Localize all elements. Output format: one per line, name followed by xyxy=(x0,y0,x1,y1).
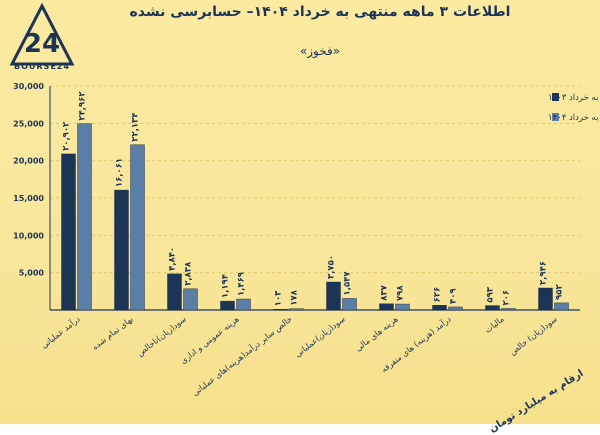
data-label: ۱,۵۴۷ xyxy=(343,271,353,296)
bar-1404 xyxy=(554,302,569,311)
data-label: ۹۵۲ xyxy=(555,284,565,300)
data-label: ۴۰۹ xyxy=(449,288,459,304)
data-label: ۱۶,۰۶۱ xyxy=(115,158,125,187)
legend-label: عملکرد منتهی به خرداد ۱۴۰۴ xyxy=(548,113,600,123)
data-label: ۲۲,۱۳۴ xyxy=(131,113,141,142)
category-label: سود(زیان)عملیاتی xyxy=(293,314,347,359)
bar-1404 xyxy=(130,144,145,311)
legend-label: عملکرد منتهی به خرداد ۱۴۰۳ xyxy=(548,93,600,103)
data-label: ۷۹۸ xyxy=(396,285,406,301)
category-label: سود(زیان) خالص xyxy=(508,314,559,356)
category-label: درآمد عملیاتی xyxy=(39,313,82,350)
data-label: ۲,۹۴۶ xyxy=(539,261,549,285)
bar-chart: 5,000 10,000 15,000 20,000 25,000 30,000 ۲۰,۹۰… xyxy=(13,82,600,398)
data-label: ۸۳۷ xyxy=(380,284,390,300)
chart-title: اطلاعات ۳ ماهه منتهی به خرداد ۱۴۰۴– حساب… xyxy=(129,4,511,20)
category-label: بهای تمام شده xyxy=(91,314,135,351)
data-label: ۳,۷۵۰ xyxy=(327,255,337,279)
chart-subtitle: «فخوز» xyxy=(299,44,341,58)
bar-1404 xyxy=(395,303,410,311)
bar-1403 xyxy=(61,153,76,311)
bar-1404 xyxy=(289,308,304,311)
bar-1404 xyxy=(236,298,251,311)
category-label: مالیات xyxy=(483,314,506,334)
data-label: ۱,۴۶۹ xyxy=(237,271,247,296)
data-label: ۶۲۶ xyxy=(433,287,443,303)
logo-text: BOURSE24 xyxy=(14,62,70,71)
y-tick-label: 30,000 xyxy=(13,82,44,91)
bar-1403 xyxy=(220,300,235,311)
bar-1403 xyxy=(432,305,447,311)
bar-1404 xyxy=(77,123,92,311)
bar-1403 xyxy=(167,273,182,311)
bar-1404 xyxy=(501,308,516,311)
data-label: ۱,۱۹۴ xyxy=(221,274,231,298)
data-label: ۲۴,۹۶۲ xyxy=(78,91,88,121)
data-label: ۱۰۳ xyxy=(274,290,284,306)
logo-number: 24 xyxy=(24,29,60,59)
data-label: ۲۰۶ xyxy=(502,290,512,306)
y-tick-label: 25,000 xyxy=(13,119,44,128)
bar-1404 xyxy=(448,306,463,311)
data-label: ۵۹۳ xyxy=(486,286,496,302)
legend-swatch xyxy=(552,113,559,121)
category-label: هزینه های مالی xyxy=(354,314,400,353)
bar-1404 xyxy=(183,288,198,311)
category-label: سود(زیان)ناخالص xyxy=(135,314,188,358)
y-tick-label: 10,000 xyxy=(13,231,44,240)
bar-1403 xyxy=(379,303,394,311)
bourse24-logo: 24 xyxy=(9,2,75,66)
bar-1403 xyxy=(273,309,288,311)
bar-1403 xyxy=(538,287,553,311)
data-label: ۲۰,۹۰۲ xyxy=(62,121,72,151)
y-tick-label: 20,000 xyxy=(13,157,44,166)
y-tick-label: 15,000 xyxy=(13,194,44,203)
bar-1403 xyxy=(485,305,500,311)
y-tick-label: 5,000 xyxy=(19,269,45,278)
data-label: ۴,۸۴۰ xyxy=(168,247,178,271)
bar-1404 xyxy=(342,298,357,311)
legend-swatch xyxy=(552,93,559,101)
data-label: ۱۷۸ xyxy=(290,289,300,305)
bar-1403 xyxy=(114,189,129,311)
bar-1403 xyxy=(326,281,341,311)
data-label: ۲,۸۳۸ xyxy=(184,261,194,286)
category-label: خالص سایر درآمد(هزینه)های عملیاتی xyxy=(190,314,294,398)
